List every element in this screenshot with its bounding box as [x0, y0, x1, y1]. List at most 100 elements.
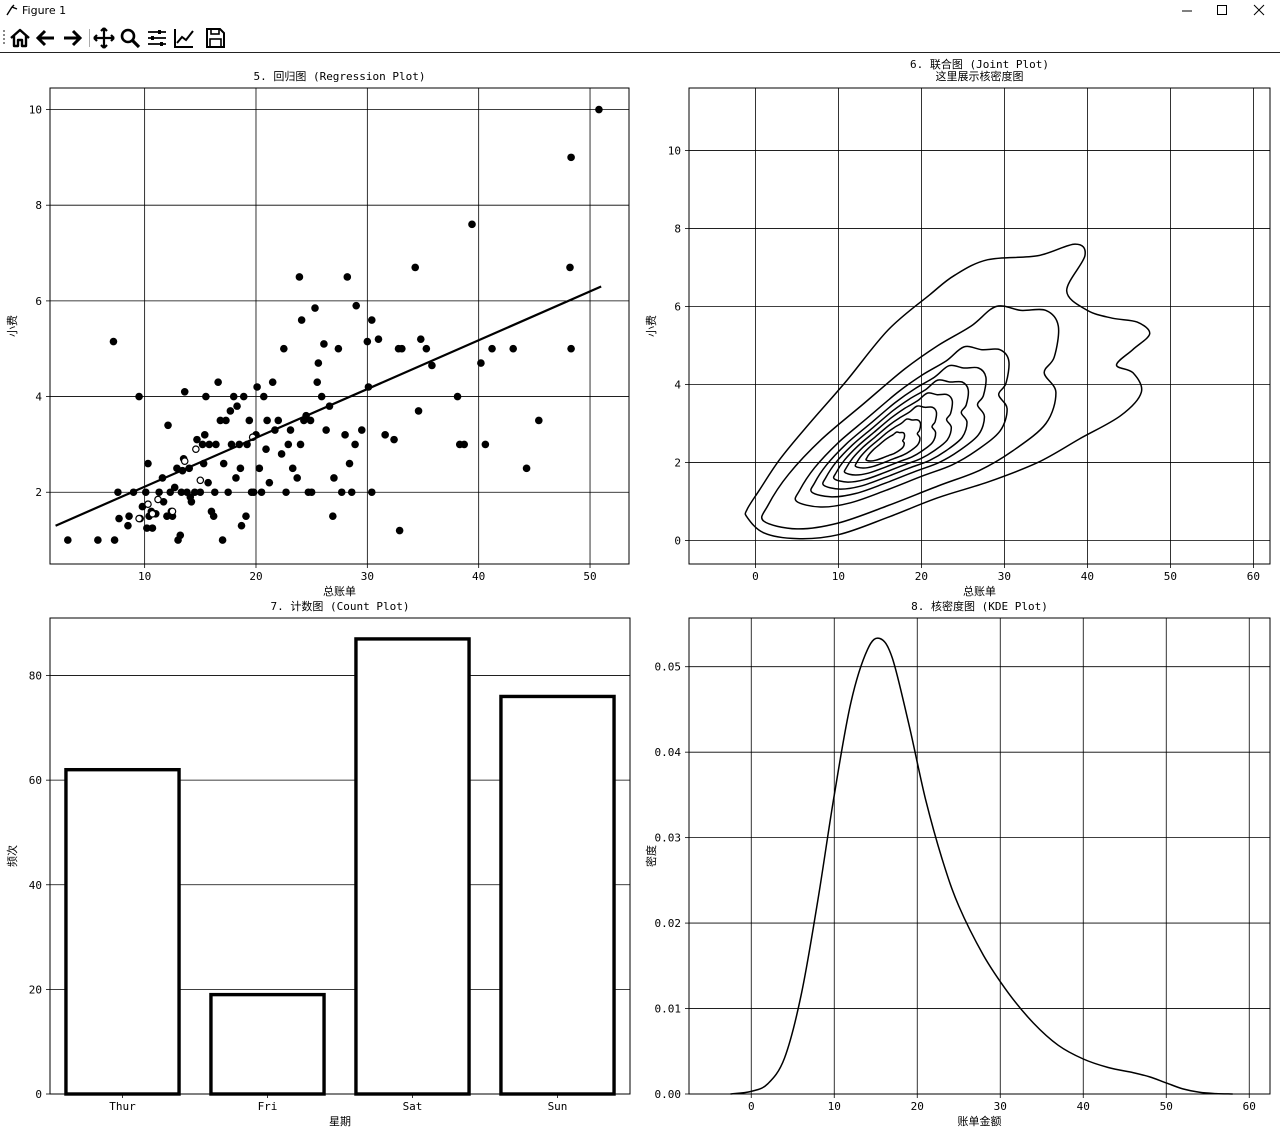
scatter-point	[341, 431, 349, 439]
zoom-button[interactable]	[118, 26, 142, 50]
axes-2-ytick-label: 60	[29, 774, 42, 787]
scatter-point	[329, 512, 337, 520]
kde-curve	[730, 637, 1233, 1095]
minimize-button[interactable]	[1170, 0, 1204, 22]
scatter-point	[317, 392, 326, 401]
scatter-point	[180, 387, 189, 396]
scatter-point	[148, 524, 157, 532]
maximize-icon	[1217, 5, 1227, 15]
count-plot: 0 20 40 60 80 Thur Fri Sat Sun 7. 计数图 (Count Plot…	[5, 600, 631, 1128]
axes-1-xtick-label: 40	[1081, 570, 1094, 583]
regression-line	[55, 285, 602, 527]
close-icon	[1253, 4, 1265, 16]
home-button[interactable]	[8, 26, 32, 50]
axes-1-ylabel: 小费	[645, 315, 658, 337]
scatter-point	[330, 474, 338, 482]
scatter-point	[176, 531, 185, 540]
scatter-point	[428, 361, 436, 370]
scatter-point	[414, 407, 423, 415]
scatter-point	[125, 512, 133, 520]
kde-plot: 0 10 20 30 40 50 60 0.00 0.01 0.02 0.03 0.04 0.05 8. …	[644, 599, 1271, 1128]
forward-button[interactable]	[60, 26, 84, 50]
axes-1-xlabel: 总账单	[963, 584, 996, 598]
pan-button[interactable]	[92, 26, 116, 50]
kde-contour	[843, 405, 938, 476]
scatter-point	[239, 392, 248, 401]
joint-kde-plot: 0 10 20 30 40 50 60 0 2 4 6 8 10 6. 联合图 (Joint Plot)这…	[645, 57, 1271, 598]
scatter-point	[229, 392, 238, 401]
axes-3-ytick-label: 0.00	[655, 1088, 682, 1101]
axes-0-ylabel: 小费	[6, 315, 19, 337]
scatter-point	[274, 416, 283, 425]
scatter-point	[374, 335, 383, 343]
window-title: Figure 1	[22, 4, 67, 17]
close-button[interactable]	[1242, 0, 1276, 22]
edit-curves-button[interactable]	[172, 26, 196, 50]
scatter-point	[210, 488, 219, 497]
scatter-point	[216, 416, 225, 425]
scatter-point	[311, 304, 319, 312]
scatter-point	[347, 488, 356, 497]
home-icon	[10, 28, 30, 48]
scatter-point	[322, 426, 330, 434]
axes-1-xtick-label: 60	[1247, 570, 1260, 583]
axes-0-xtick-label: 30	[361, 570, 374, 583]
maximize-button[interactable]	[1205, 0, 1239, 22]
scatter-point	[263, 416, 271, 425]
scatter-point	[245, 416, 254, 425]
scatter-point	[155, 488, 163, 497]
scatter-point	[307, 488, 316, 497]
scatter-point	[218, 536, 227, 544]
scatter-point	[367, 316, 376, 324]
save-button[interactable]	[203, 26, 227, 50]
axes-0-xlabel: 总账单	[323, 584, 356, 598]
scatter-point	[320, 340, 328, 348]
scatter-point	[293, 474, 301, 482]
axes-0-xtick-label: 50	[583, 570, 596, 583]
kde-contour	[865, 431, 906, 462]
scatter-point	[196, 488, 205, 497]
scatter-point	[253, 383, 261, 391]
bar-sun	[499, 694, 616, 1096]
axes-1-xtick-label: 10	[832, 570, 845, 583]
axes-3-ytick-label: 0.01	[655, 1003, 682, 1016]
scatter-point	[193, 435, 201, 444]
scatter-point	[314, 359, 323, 367]
axes-1-xtick-label: 30	[998, 570, 1011, 583]
axes-3-ytick-label: 0.05	[655, 661, 682, 674]
axes-1-xtick-label: 0	[752, 570, 759, 583]
axes-3-xtick-label: 0	[748, 1100, 755, 1113]
scatter-point	[187, 498, 196, 506]
bar-thur	[64, 767, 181, 1096]
axes-1-ytick-label: 6	[674, 300, 681, 313]
scatter-point	[268, 378, 277, 387]
scatter-point	[363, 337, 372, 346]
axes-0-xtick-label: 20	[249, 570, 262, 583]
scatter-point	[481, 440, 490, 449]
axes-1-title: 6. 联合图 (Joint Plot)	[910, 57, 1049, 71]
axes-3-ytick-label: 0.04	[655, 746, 682, 759]
axes-3-xtick-label: 30	[994, 1100, 1007, 1113]
scatter-point	[306, 416, 315, 425]
scatter-point	[357, 426, 366, 434]
scatter-point	[286, 426, 295, 434]
axes-1-ytick-label: 0	[674, 535, 681, 548]
scatter-point	[209, 512, 218, 520]
scatter-point	[190, 488, 199, 497]
scatter-point	[115, 514, 123, 523]
scatter-point	[124, 521, 132, 530]
title-bar: Figure 1	[0, 0, 1280, 22]
back-button[interactable]	[34, 26, 58, 50]
kde-contour	[832, 392, 954, 483]
scatter-point	[334, 344, 343, 353]
move-icon	[93, 27, 115, 49]
axes-2-xlabel: 星期	[329, 1115, 351, 1128]
axes-2-xtick-label: Sun	[548, 1100, 568, 1113]
back-arrow-icon	[35, 29, 54, 47]
scatter-point	[367, 488, 376, 497]
scatter-point	[233, 402, 241, 410]
scatter-point	[204, 478, 212, 487]
axes-3-xtick-label: 20	[911, 1100, 924, 1113]
configure-subplots-button[interactable]	[145, 26, 169, 50]
